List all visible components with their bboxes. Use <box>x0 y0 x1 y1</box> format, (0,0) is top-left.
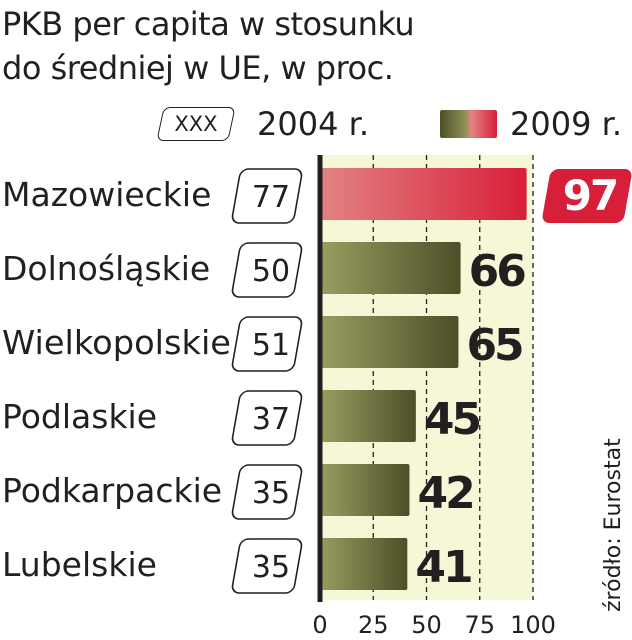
value-2004-box-lubelskie <box>231 538 303 594</box>
value-2009-label-podkarpackie: 42 <box>417 468 472 519</box>
value-2009-label-dolnoslaskie: 66 <box>469 246 526 297</box>
category-label-podlaskie: Podlaskie <box>2 397 157 436</box>
bar-2009-dolnoslaskie <box>320 242 461 294</box>
value-2009-label-podlaskie: 45 <box>424 394 480 445</box>
value-2004-box-mazowieckie <box>231 168 303 224</box>
x-tick-label-50: 50 <box>411 611 442 639</box>
bar-2009-lubelskie <box>320 538 408 590</box>
value-2009-label-wielkopolskie: 65 <box>466 320 522 371</box>
value-2009-label-lubelskie: 41 <box>415 542 471 593</box>
bar-2009-mazowieckie <box>320 168 527 220</box>
value-2004-box-podkarpackie <box>231 464 303 520</box>
category-label-podkarpackie: Podkarpackie <box>2 471 222 510</box>
value-2004-label-podlaskie: 37 <box>252 402 290 437</box>
x-tick-label-0: 0 <box>312 611 327 639</box>
x-tick-label-25: 25 <box>358 611 389 639</box>
x-tick-label-75: 75 <box>464 611 495 639</box>
chart-title: PKB per capita w stosunku do średniej w … <box>2 2 415 90</box>
value-2004-label-mazowieckie: 77 <box>252 180 290 215</box>
value-2009-label-mazowieckie: 97 <box>563 171 617 220</box>
value-2004-box-dolnoslaskie <box>231 242 303 298</box>
source-note: źródło: Eurostat <box>601 438 626 612</box>
legend-2009-swatch <box>440 110 497 138</box>
chart-title-line-2: do średniej w UE, w proc. <box>2 49 394 87</box>
value-2009-badge-mazowieckie <box>542 169 632 223</box>
bar-2009-podkarpackie <box>320 464 410 516</box>
value-2004-label-wielkopolskie: 51 <box>252 328 290 363</box>
bar-2009-wielkopolskie <box>320 316 459 368</box>
legend-2004-sample-text: XXX <box>174 112 218 136</box>
category-label-wielkopolskie: Wielkopolskie <box>2 323 231 362</box>
category-label-mazowieckie: Mazowieckie <box>2 175 211 214</box>
value-2004-label-lubelskie: 35 <box>252 550 290 585</box>
x-tick-label-100: 100 <box>510 611 556 639</box>
value-2004-label-dolnoslaskie: 50 <box>252 254 290 289</box>
value-2004-box-podlaskie <box>231 390 303 446</box>
chart-title-line-1: PKB per capita w stosunku <box>2 5 415 43</box>
value-2004-label-podkarpackie: 35 <box>252 476 290 511</box>
legend-2009-label: 2009 r. <box>510 105 622 143</box>
category-label-lubelskie: Lubelskie <box>2 545 157 584</box>
bar-2009-podlaskie <box>320 390 416 442</box>
value-2004-box-wielkopolskie <box>231 316 303 372</box>
category-label-dolnoslaskie: Dolnośląskie <box>2 249 210 288</box>
legend-2004-label: 2004 r. <box>257 105 369 143</box>
